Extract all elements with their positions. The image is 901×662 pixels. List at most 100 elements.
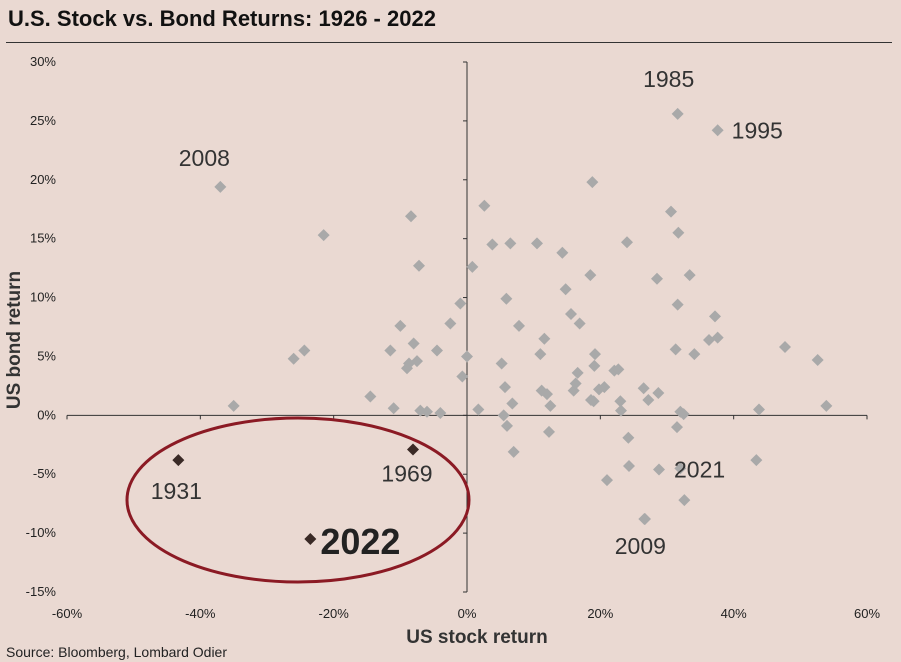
data-point — [622, 431, 635, 444]
data-point — [750, 454, 763, 467]
data-point — [621, 236, 633, 249]
data-point — [671, 107, 684, 120]
data-point — [227, 399, 240, 412]
data-point — [444, 317, 457, 330]
data-point — [601, 474, 613, 487]
data-point — [387, 402, 400, 415]
data-point — [587, 395, 600, 408]
y-tick-label: 10% — [30, 290, 56, 305]
x-tick-label: 20% — [587, 606, 613, 621]
data-point — [589, 348, 601, 361]
data-point — [569, 377, 582, 390]
data-point — [614, 395, 627, 408]
y-tick-label: -10% — [26, 525, 57, 540]
data-point — [703, 333, 715, 346]
data-point — [652, 386, 665, 399]
data-point — [586, 176, 599, 189]
data-points — [125, 107, 833, 584]
data-point — [638, 512, 651, 525]
data-point — [384, 344, 397, 357]
data-point — [434, 406, 447, 419]
data-point — [497, 409, 510, 422]
data-point — [573, 317, 586, 330]
annotation-2008: 2008 — [179, 145, 230, 171]
title-divider — [6, 42, 892, 43]
data-point — [653, 463, 665, 476]
highlight-point-2022 — [304, 533, 317, 545]
data-point — [637, 382, 650, 395]
data-point — [584, 269, 597, 282]
data-point — [317, 229, 330, 242]
data-point — [598, 381, 611, 394]
data-point — [456, 370, 469, 383]
data-point — [501, 419, 513, 432]
x-tick-label: 0% — [458, 606, 477, 621]
data-point — [413, 259, 425, 272]
data-point — [287, 352, 300, 365]
data-point — [753, 403, 765, 416]
y-tick-label: -15% — [26, 584, 57, 599]
data-point — [513, 319, 525, 332]
data-point — [538, 332, 551, 345]
data-point — [672, 226, 685, 239]
highlight-point-1931 — [172, 454, 185, 467]
data-point — [214, 180, 227, 193]
x-tick-label: -60% — [52, 606, 83, 621]
data-point — [504, 237, 517, 250]
y-tick-label: 5% — [37, 348, 56, 363]
point-label-1969: 1969 — [381, 460, 432, 486]
data-point — [612, 363, 625, 376]
data-point — [651, 272, 663, 285]
annotation-2021: 2021 — [674, 457, 725, 483]
data-point — [499, 381, 511, 394]
data-point — [565, 308, 577, 321]
data-point — [506, 397, 519, 410]
data-point — [709, 310, 721, 323]
data-point — [461, 350, 473, 363]
data-point — [298, 344, 311, 357]
point-label-2022: 2022 — [320, 521, 400, 562]
highlight-ellipse — [125, 416, 471, 584]
data-point — [486, 238, 499, 251]
data-point — [454, 297, 467, 310]
data-point — [677, 408, 690, 421]
x-axis-label: US stock return — [406, 627, 547, 648]
y-tick-label: 20% — [30, 172, 56, 187]
highlight-point-1969 — [407, 443, 419, 456]
annotation-1985: 1985 — [643, 66, 694, 92]
data-point — [674, 462, 687, 475]
data-point — [711, 331, 724, 344]
data-point — [507, 445, 520, 458]
annotation-2009: 2009 — [615, 533, 666, 559]
annotation-1995: 1995 — [732, 117, 783, 143]
y-tick-label: 15% — [30, 231, 56, 246]
x-tick-label: -20% — [318, 606, 349, 621]
data-point — [472, 403, 485, 416]
data-point — [495, 357, 508, 370]
data-point — [541, 388, 553, 401]
y-axis-label: US bond return — [4, 271, 25, 409]
y-tick-label: 30% — [30, 54, 56, 69]
data-point — [544, 399, 557, 412]
data-point — [811, 353, 824, 366]
data-point — [683, 269, 696, 282]
annotations: 1931 1969 2022 2008 1985 1995 2021 2009 — [151, 66, 783, 562]
x-tick-label: 40% — [721, 606, 747, 621]
x-tick-label: -40% — [185, 606, 216, 621]
data-point — [571, 366, 584, 379]
data-point — [478, 199, 491, 212]
data-point — [405, 210, 417, 223]
data-point — [407, 337, 420, 350]
point-label-1931: 1931 — [151, 478, 202, 504]
y-tick-label: 25% — [30, 113, 56, 128]
data-point — [711, 124, 724, 137]
data-point — [531, 237, 543, 250]
data-point — [421, 405, 433, 418]
data-point — [820, 399, 833, 412]
data-point — [615, 404, 627, 417]
data-point — [394, 319, 407, 332]
data-point — [500, 292, 513, 305]
data-point — [678, 494, 691, 507]
data-point — [669, 343, 682, 356]
